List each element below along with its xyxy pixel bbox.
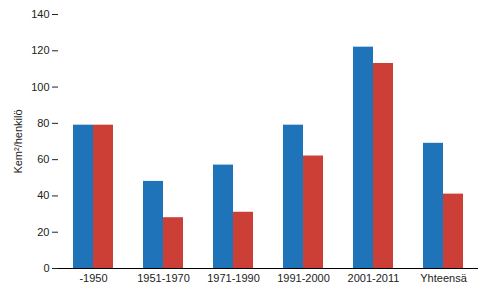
svg-text:1971-1990: 1971-1990 bbox=[207, 272, 260, 284]
svg-text:Yhteensä: Yhteensä bbox=[420, 272, 467, 284]
svg-text:40: 40 bbox=[37, 189, 49, 201]
svg-text:140: 140 bbox=[31, 8, 49, 20]
svg-text:80: 80 bbox=[37, 117, 49, 129]
svg-text:-1950: -1950 bbox=[79, 272, 107, 284]
svg-text:60: 60 bbox=[37, 153, 49, 165]
svg-text:120: 120 bbox=[31, 44, 49, 56]
svg-text:1991-2000: 1991-2000 bbox=[277, 272, 330, 284]
svg-text:1951-1970: 1951-1970 bbox=[137, 272, 190, 284]
svg-text:0: 0 bbox=[43, 262, 49, 274]
svg-text:100: 100 bbox=[31, 81, 49, 93]
svg-text:Kem²/henkilö: Kem²/henkilö bbox=[12, 109, 24, 173]
svg-text:20: 20 bbox=[37, 226, 49, 238]
svg-text:2001-2011: 2001-2011 bbox=[348, 272, 400, 284]
